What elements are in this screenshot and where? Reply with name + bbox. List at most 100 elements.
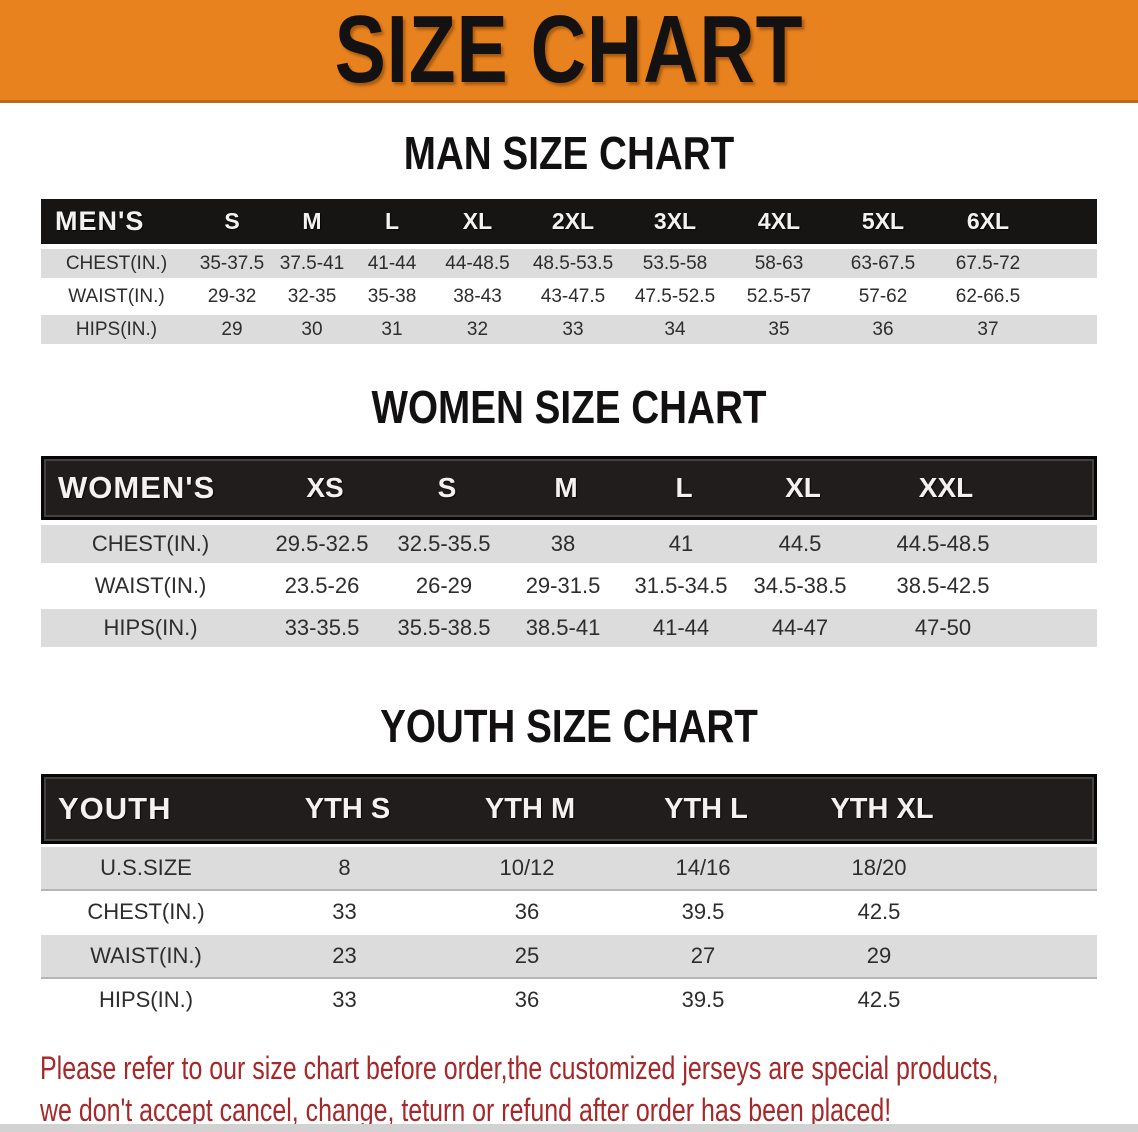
size-value-cell: 32.5-35.5	[397, 531, 491, 556]
size-value-cell: 47-50	[914, 615, 972, 640]
size-value-cell: 35-37.5	[199, 252, 265, 274]
table-header-row: MEN'S S M L XL 2XL 3XL 4XL 5XL 6XL	[41, 199, 1097, 244]
size-value-cell: 10/12	[499, 855, 555, 880]
table-header-row: YOUTH YTH S YTH M YTH L YTH XL	[41, 774, 1097, 844]
measurement-row: WAIST(IN.) 29-32 32-35 35-38 38-43 43-47.5 47.…	[41, 282, 1097, 311]
size-value-cell: 31	[381, 318, 403, 340]
size-value-cell: 44.5-48.5	[896, 531, 990, 556]
youth-size-table: YOUTH YTH S YTH M YTH L YTH XL U.S.SIZE 8 10/12…	[41, 774, 1097, 1021]
size-value-cell: 41	[668, 531, 694, 556]
size-value-cell: 18/20	[851, 855, 907, 880]
size-value-cell: 35-38	[367, 285, 417, 307]
women-section-heading: WOMEN SIZE CHART	[371, 381, 767, 433]
measurement-row: U.S.SIZE 8 10/12 14/16 18/20	[41, 847, 1097, 889]
measurement-row: CHEST(IN.) 35-37.5 37.5-41 41-44 44-48.5 48.5…	[41, 249, 1097, 278]
measurement-row: HIPS(IN.) 33 36 39.5 42.5	[41, 979, 1097, 1021]
row-label: HIPS(IN.)	[75, 318, 158, 340]
size-value-cell: 39.5	[681, 899, 725, 924]
size-value-cell: 33	[332, 899, 357, 924]
row-label: CHEST(IN.)	[91, 531, 210, 556]
size-value-cell: 29	[866, 943, 892, 968]
size-value-cell: 37	[977, 318, 999, 340]
men-section: MAN SIZE CHART MEN'S S M L XL 2XL 3XL 4XL 5XL 6XL…	[0, 103, 1138, 344]
table-header-row: WOMEN'S XS S M L XL XXL	[41, 456, 1097, 520]
size-value-cell: 32	[466, 318, 489, 340]
size-column-header: 2XL	[551, 208, 595, 234]
row-label: CHEST(IN.)	[65, 252, 168, 274]
disclaimer-line-2: we don't accept cancel, change, teturn o…	[40, 1092, 892, 1129]
bottom-strip	[0, 1124, 1138, 1132]
size-value-cell: 33	[562, 318, 584, 340]
size-value-cell: 37.5-41	[279, 252, 345, 274]
size-column-header: 5XL	[861, 208, 905, 234]
size-value-cell: 29-31.5	[525, 573, 601, 598]
size-column-header: M	[554, 472, 578, 503]
size-value-cell: 14/16	[675, 855, 731, 880]
size-column-header: XS	[306, 472, 344, 503]
measurement-row: HIPS(IN.) 29 30 31 32 33 34 35 36 37	[41, 315, 1097, 344]
disclaimer: Please refer to our size chart before or…	[40, 1050, 1138, 1129]
size-value-cell: 35.5-38.5	[397, 615, 491, 640]
row-label: U.S.SIZE	[100, 855, 192, 880]
size-column-header: YTH L	[664, 792, 748, 825]
size-value-cell: 53.5-58	[642, 252, 708, 274]
row-label: WAIST(IN.)	[68, 285, 165, 307]
size-value-cell: 26-29	[415, 573, 473, 598]
size-value-cell: 35	[768, 318, 790, 340]
measurement-row: WAIST(IN.) 23.5-26 26-29 29-31.5 31.5-34.5 34…	[41, 567, 1097, 605]
women-section: WOMEN SIZE CHART WOMEN'S XS S M L XL XXL CHEST(…	[0, 348, 1138, 647]
size-value-cell: 8	[338, 855, 351, 880]
size-value-cell: 36	[514, 987, 540, 1012]
size-column-header: XXL	[918, 472, 974, 503]
size-value-cell: 38-43	[453, 285, 502, 307]
size-value-cell: 29	[221, 318, 243, 340]
measurement-row: CHEST(IN.) 33 36 39.5 42.5	[41, 891, 1097, 933]
size-value-cell: 23	[332, 943, 357, 968]
size-column-header: XL	[785, 472, 821, 503]
size-value-cell: 23.5-26	[284, 573, 360, 598]
size-value-cell: 32-35	[287, 285, 337, 307]
size-value-cell: 41-44	[652, 615, 710, 640]
size-value-cell: 30	[301, 318, 323, 340]
size-column-header: YTH M	[484, 792, 576, 825]
youth-section-heading: YOUTH SIZE CHART	[380, 700, 758, 752]
measurement-row: CHEST(IN.) 29.5-32.5 32.5-35.5 38 41 44.5 44.5…	[41, 525, 1097, 563]
table-title: WOMEN'S	[58, 470, 216, 505]
men-section-heading: MAN SIZE CHART	[403, 127, 735, 179]
size-value-cell: 33-35.5	[284, 615, 360, 640]
measurement-row: WAIST(IN.) 23 25 27 29	[41, 935, 1097, 977]
size-value-cell: 44-48.5	[445, 252, 510, 274]
size-value-cell: 36	[514, 899, 540, 924]
size-value-cell: 63-67.5	[850, 252, 916, 274]
size-value-cell: 47.5-52.5	[634, 285, 716, 307]
size-value-cell: 44.5	[778, 531, 822, 556]
size-value-cell: 42.5	[857, 899, 901, 924]
size-value-cell: 67.5-72	[955, 252, 1021, 274]
size-value-cell: 29-32	[207, 285, 257, 307]
size-value-cell: 57-62	[858, 285, 908, 307]
size-value-cell: 39.5	[681, 987, 725, 1012]
size-value-cell: 36	[872, 318, 894, 340]
size-value-cell: 38.5-42.5	[896, 573, 990, 598]
table-title: YOUTH	[58, 791, 172, 826]
youth-section: YOUTH SIZE CHART YOUTH YTH S YTH M YTH L YTH…	[0, 651, 1138, 1021]
banner-title: SIZE CHART	[334, 0, 804, 103]
size-column-header: S	[437, 472, 457, 503]
table-title: MEN'S	[55, 206, 145, 236]
men-size-table: MEN'S S M L XL 2XL 3XL 4XL 5XL 6XL CHEST(IN.) 35-37…	[41, 199, 1097, 344]
size-value-cell: 34.5-38.5	[753, 573, 847, 598]
size-value-cell: 31.5-34.5	[634, 573, 728, 598]
women-size-table: WOMEN'S XS S M L XL XXL CHEST(IN.) 29.5-32.5 32.5…	[41, 456, 1097, 647]
size-value-cell: 43-47.5	[540, 285, 606, 307]
size-column-header: 3XL	[653, 208, 697, 234]
size-column-header: S	[224, 208, 240, 234]
size-value-cell: 44-47	[771, 615, 829, 640]
size-column-header: YTH S	[304, 792, 391, 825]
size-value-cell: 42.5	[857, 987, 901, 1012]
size-value-cell: 25	[514, 943, 540, 968]
row-label: HIPS(IN.)	[103, 615, 198, 640]
row-label: WAIST(IN.)	[90, 943, 202, 968]
size-column-header: L	[675, 472, 693, 503]
disclaimer-line-1: Please refer to our size chart before or…	[40, 1050, 999, 1086]
